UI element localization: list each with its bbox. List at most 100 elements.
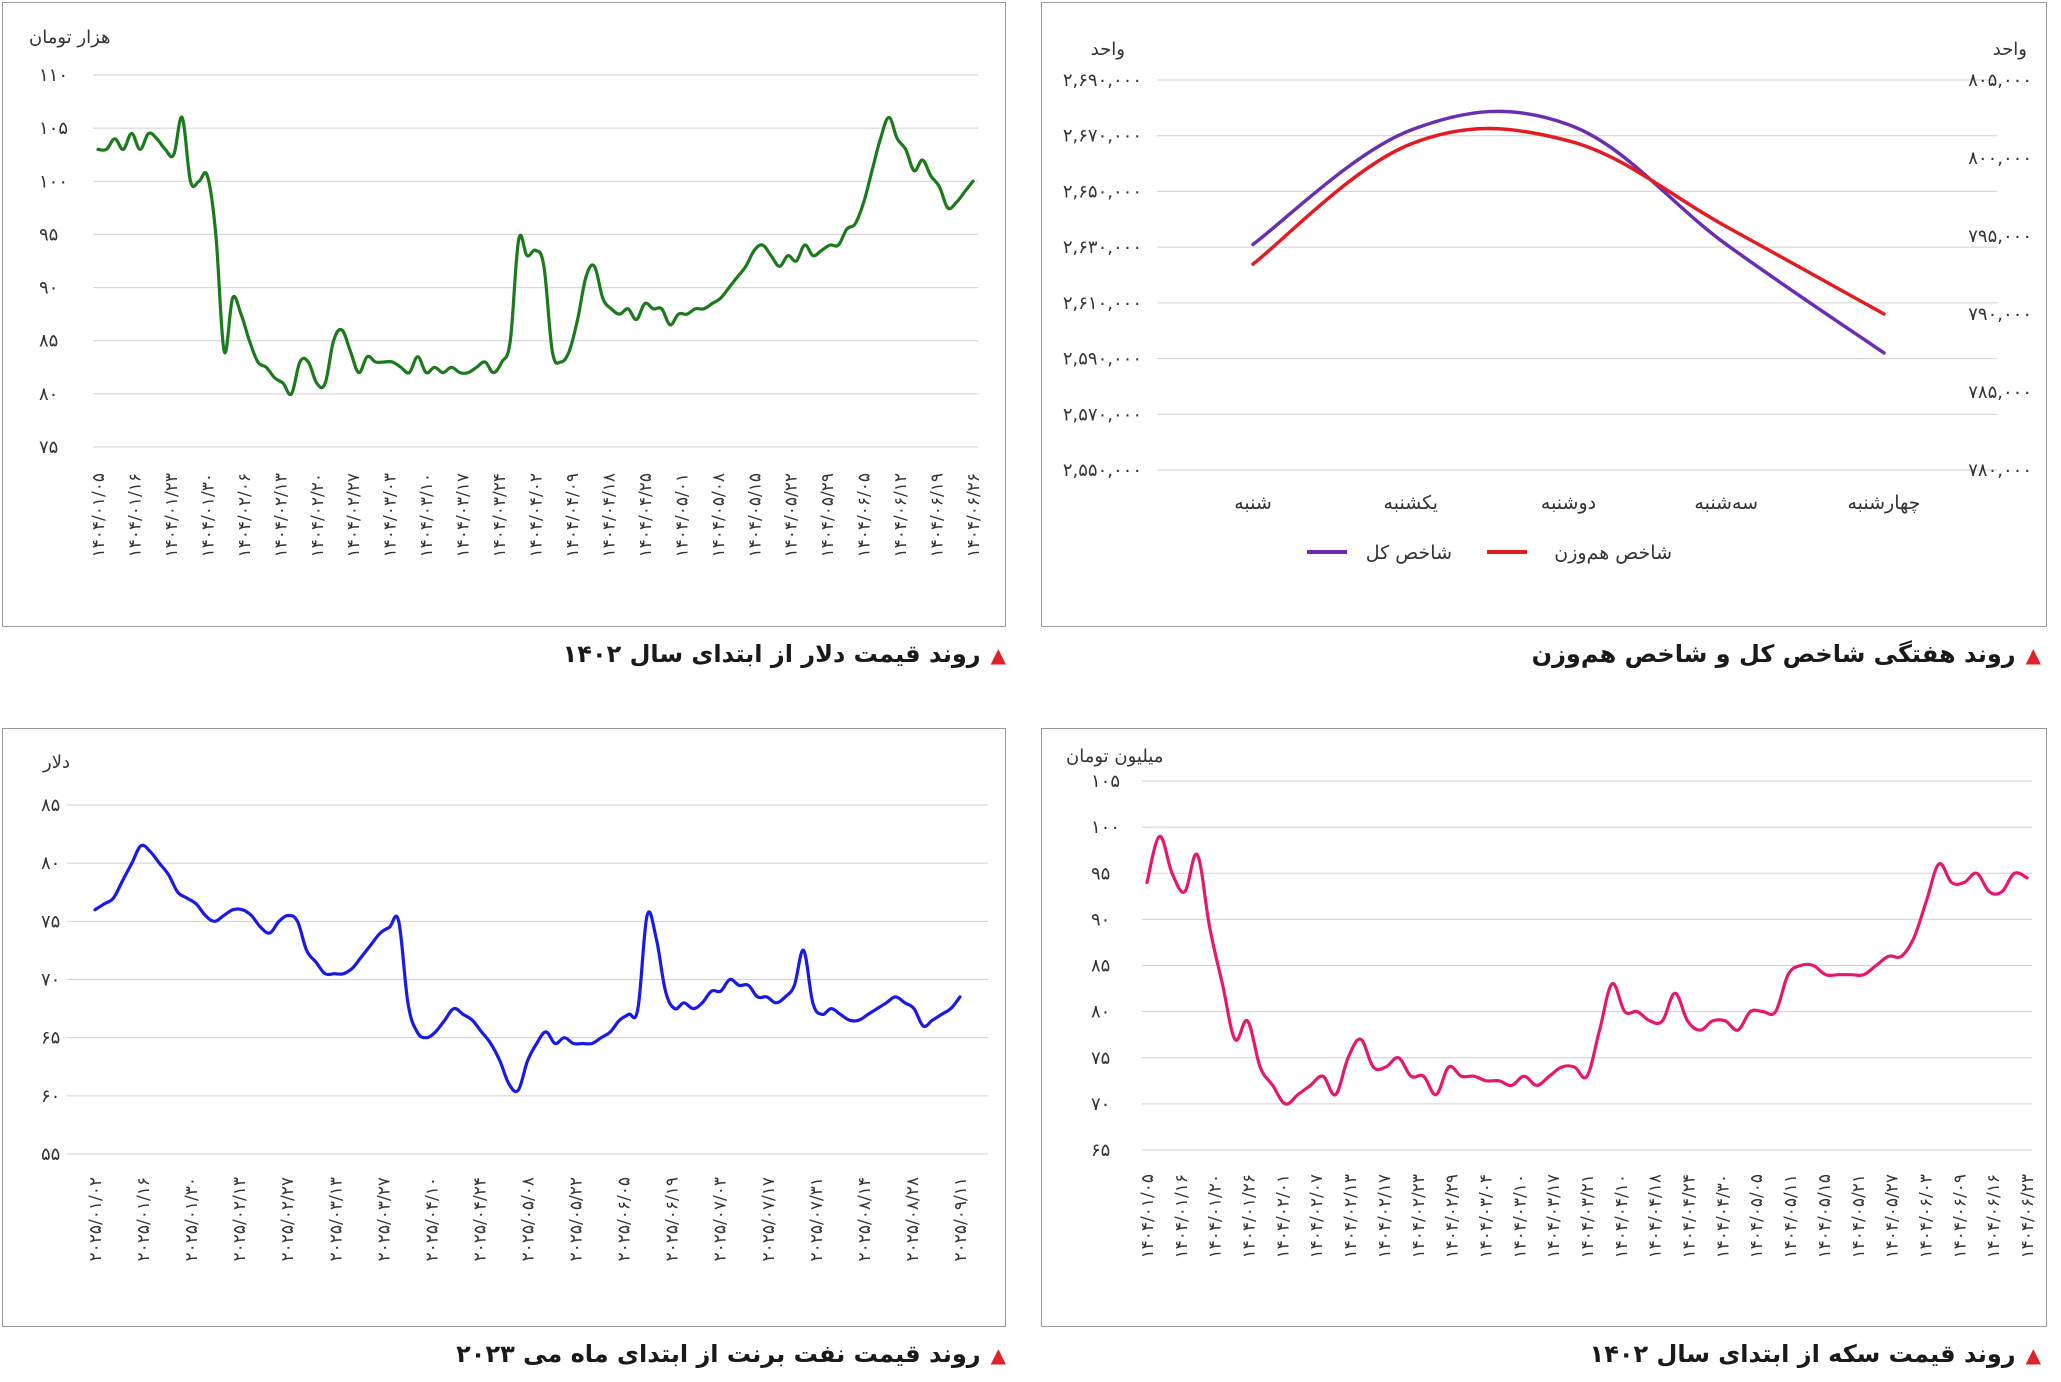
series-point-15	[223, 350, 226, 353]
x-tick-label: ۱۴۰۴/۰۳/۱۷	[454, 473, 474, 558]
x-tick-label: ۱۴۰۴/۰۲/۰۱	[1273, 1174, 1293, 1259]
series-line	[93, 843, 962, 1094]
series-point-4	[130, 132, 133, 135]
caption-marker-icon: ▲	[990, 643, 1006, 667]
x-tick-label: ۱۴۰۴/۰۵/۰۱	[672, 473, 692, 558]
dollar-chart: ۷۵ ۸۰ ۸۵ ۹۰ ۹۵ ۱۰۰ ۱۰۵ ۱۱۰ هزار تومان ۱۴۰۴/۰۱/۰۵ ۱…	[29, 27, 984, 558]
series-point-88	[903, 1001, 906, 1004]
series-point-90	[921, 1024, 925, 1028]
series-point-42	[1673, 991, 1677, 995]
coin-chart-caption: ▲ روند قیمت سکه از ابتدای سال ۱۴۰۲	[1590, 1340, 2041, 1368]
x-category-label: چهارشنبه	[1847, 492, 1920, 514]
series-point-82	[848, 1019, 851, 1022]
series-point-23	[1434, 1093, 1438, 1096]
series-point-22	[296, 920, 299, 923]
y-tick-label: ۱۰۰	[1091, 817, 1120, 838]
series-point-78	[753, 249, 756, 252]
series-point-32	[1548, 1075, 1551, 1078]
series-point-61	[1912, 936, 1916, 940]
series-point-11	[189, 180, 192, 183]
x-category-label: یکشنبه	[1384, 492, 1438, 514]
series-point-56	[609, 1030, 612, 1034]
series-point-14	[214, 233, 217, 236]
x-tick-label: ۲۰۲۵/۰۴/۱۰	[422, 1177, 442, 1262]
series-point-28	[1497, 1079, 1501, 1083]
series-point-51	[563, 1036, 566, 1039]
series-point-2	[1170, 872, 1174, 875]
caption-marker-icon: ▲	[990, 1343, 1006, 1367]
series-point-32	[388, 925, 391, 929]
x-tick-label: ۱۴۰۴/۰۵/۱۵	[745, 473, 765, 558]
series-point-62	[664, 989, 667, 993]
series-point-18	[259, 925, 262, 929]
series-point-23	[305, 949, 308, 952]
series-point-68	[719, 989, 722, 993]
series-point-33	[1560, 1065, 1564, 1069]
y-tick-label: ۹۰	[1091, 909, 1110, 930]
series-point-57	[576, 318, 579, 321]
series-point-93	[949, 1007, 952, 1010]
series-point-69	[2013, 872, 2016, 875]
series-point-26	[333, 972, 336, 975]
series-point-3	[1183, 890, 1186, 893]
series-point-42	[480, 1030, 483, 1034]
series-point-66	[701, 1001, 704, 1004]
series-point-52	[572, 1042, 575, 1045]
coin-chart: ۶۵ ۷۰ ۷۵ ۸۰ ۸۵ ۹۰ ۹۵ ۱۰۰ ۱۰۵ میلیون تومان ۱۴۰۴/۰۱/…	[1066, 746, 2038, 1259]
y-left-tick-label: ۲,۵۷۰,۰۰۰	[1063, 404, 1142, 425]
y-tick-label: ۱۰۵	[39, 118, 68, 139]
series-point-83	[857, 1019, 860, 1022]
series-point-35	[391, 360, 394, 364]
series-point-5	[1208, 927, 1212, 930]
x-tick-label: ۱۴۰۴/۰۴/۲۵	[636, 473, 656, 558]
series-point-100	[938, 185, 941, 188]
series-0-point-4	[1882, 351, 1886, 355]
series-point-12	[204, 914, 207, 917]
x-tick-label: ۱۴۰۴/۰۲/۲۳	[1409, 1174, 1429, 1259]
x-tick-label: ۱۴۰۴/۰۵/۰۵	[1747, 1174, 1767, 1259]
x-tick-label: ۱۴۰۴/۰۴/۱۰	[1612, 1174, 1632, 1259]
x-tick-label: ۲۰۲۵/۰۸/۲۸	[903, 1177, 923, 1262]
series-point-65	[643, 302, 647, 305]
series-point-75	[783, 995, 787, 999]
series-point-43	[489, 1042, 492, 1045]
series-point-23	[290, 392, 293, 396]
legend-label-kol: شاخص کل	[1366, 542, 1452, 564]
series-point-50	[517, 238, 520, 241]
y-tick-label: ۸۵	[39, 331, 58, 352]
series-point-12	[197, 180, 201, 183]
series-point-69	[677, 312, 680, 316]
series-point-36	[1598, 1028, 1601, 1032]
series-point-22	[281, 382, 285, 385]
series-point-44	[498, 1059, 502, 1063]
y-tick-label: ۱۰۵	[1091, 771, 1120, 792]
x-tick-label: ۱۴۰۴/۰۴/۲۴	[1680, 1174, 1700, 1259]
series-point-6	[149, 850, 152, 853]
x-tick-label: ۲۰۲۵/۰۳/۲۷	[374, 1177, 394, 1262]
x-tick-label: ۱۴۰۴/۰۵/۰۸	[709, 473, 729, 558]
series-point-41	[471, 1019, 474, 1022]
x-tick-label: ۱۴۰۴/۰۶/۰۹	[1950, 1174, 1970, 1259]
caption-text: روند قیمت دلار از ابتدای سال ۱۴۰۲	[562, 640, 981, 668]
x-tick-label: ۱۴۰۴/۰۴/۰۹	[563, 473, 583, 558]
series-0-point-0	[1251, 243, 1255, 246]
series-point-70	[737, 984, 741, 987]
series-point-73	[765, 995, 768, 999]
series-point-10	[1271, 1084, 1274, 1087]
series-point-35	[1585, 1075, 1589, 1078]
series-point-92	[870, 169, 874, 172]
series-point-29	[360, 955, 364, 958]
x-tick-label: ۲۰۲۵/۰۲/۲۷	[278, 1177, 298, 1262]
series-point-74	[719, 297, 722, 300]
series-point-37	[434, 1030, 437, 1034]
series-point-86	[885, 1001, 888, 1004]
series-point-54	[590, 1042, 594, 1045]
series-point-17	[239, 312, 243, 316]
series-point-17	[250, 914, 253, 917]
series-point-56	[1849, 973, 1853, 976]
x-tick-label: ۱۴۰۴/۰۳/۱۰	[417, 473, 437, 558]
series-point-39	[424, 371, 428, 374]
x-tick-label: ۱۴۰۴/۰۲/۱۳	[271, 473, 291, 558]
x-tick-label: ۱۴۰۴/۰۵/۱۱	[1781, 1174, 1801, 1259]
x-tick-label: ۲۰۲۵/۰۱/۱۶	[134, 1177, 154, 1262]
